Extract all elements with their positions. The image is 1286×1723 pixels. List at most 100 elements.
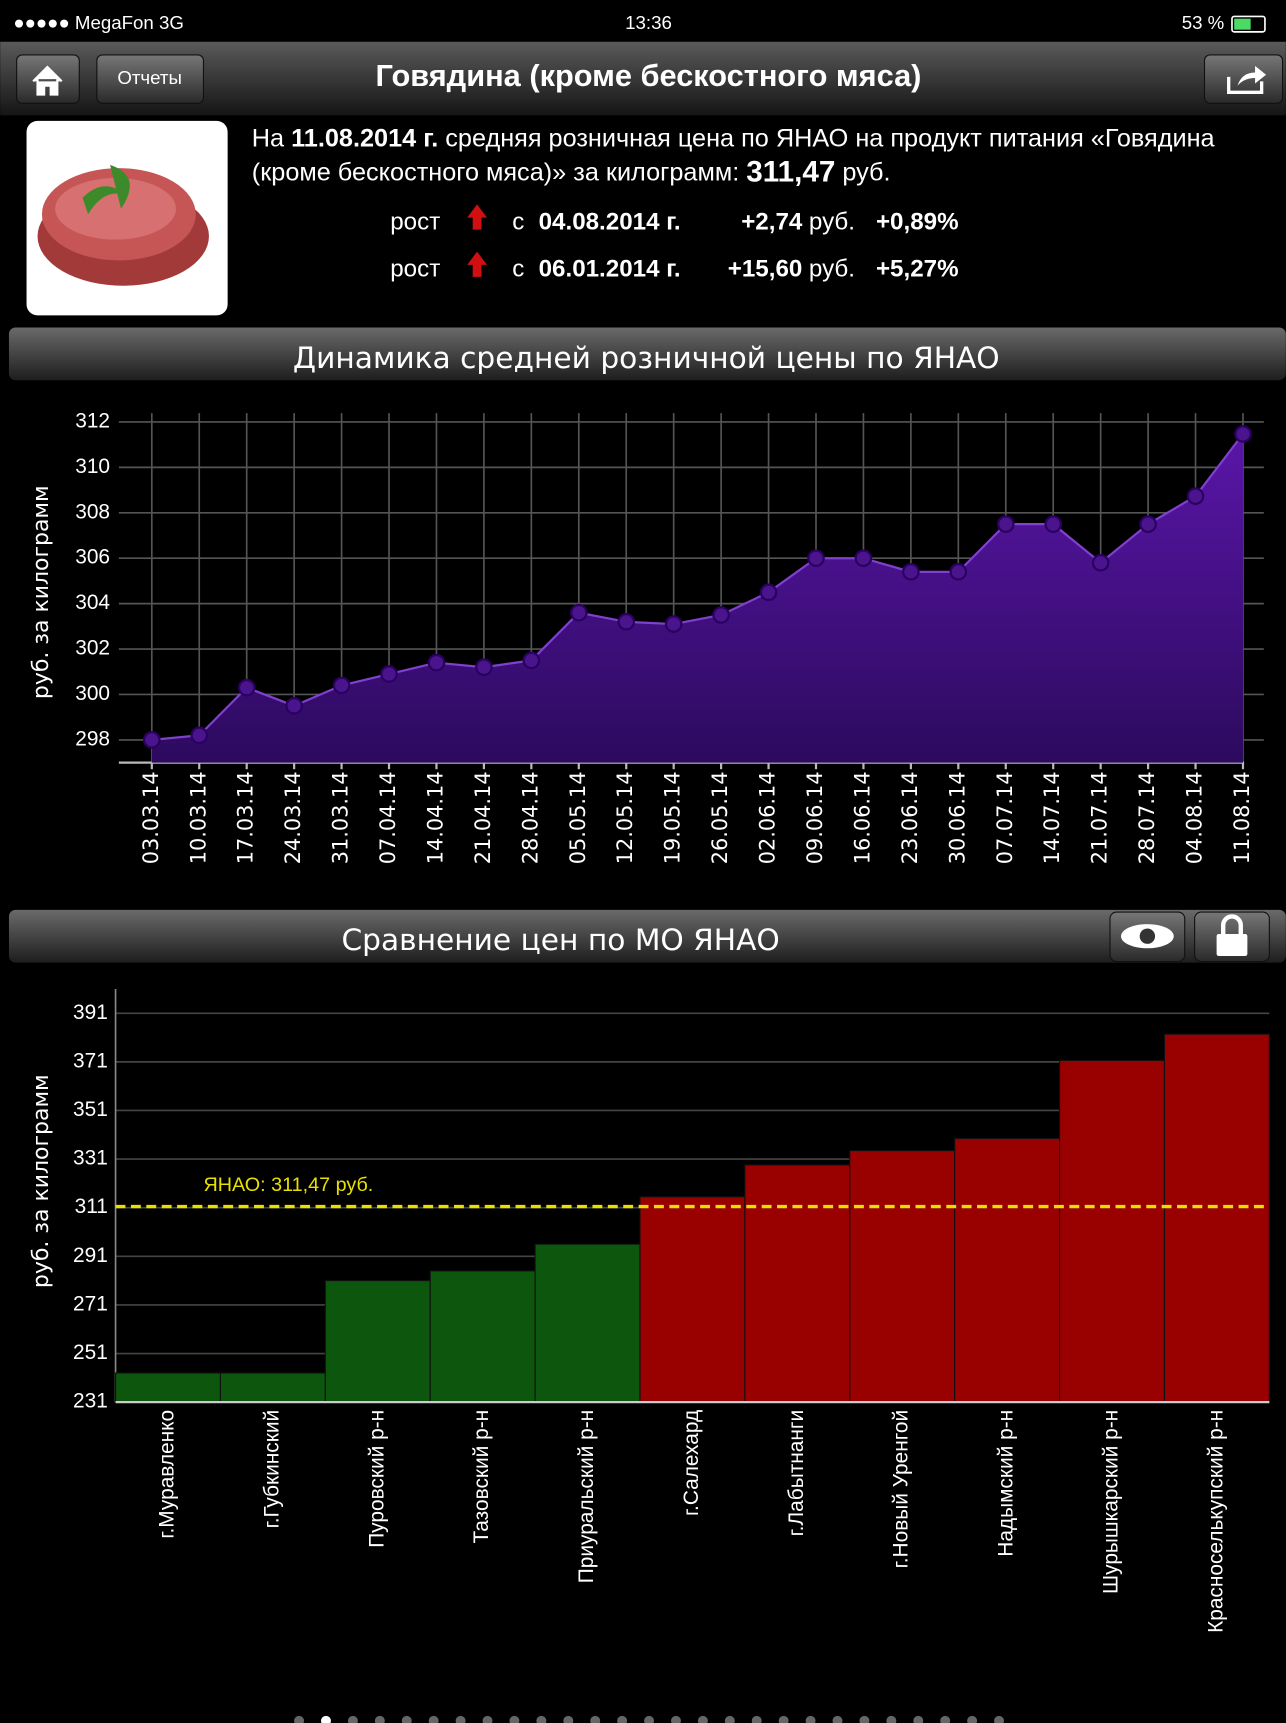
x-tick-label: Приуральский р-н xyxy=(575,1410,598,1583)
y-tick-label: 351 xyxy=(73,1098,108,1121)
y-tick-label: 331 xyxy=(73,1147,108,1170)
battery-text: 53 % xyxy=(1182,12,1225,33)
bar xyxy=(430,1271,535,1402)
point xyxy=(998,516,1013,531)
info-line-1: На 11.08.2014 г. средняя розничная цена … xyxy=(252,124,1216,152)
share-button[interactable] xyxy=(1205,55,1283,103)
x-tick-label: 10.03.14 xyxy=(186,771,210,864)
x-tick-label: Красноселькупский р-н xyxy=(1204,1410,1227,1633)
y-tick-label: 371 xyxy=(73,1049,108,1072)
info-text: (кроме бескостного мяса)» за килограмм: xyxy=(252,158,739,186)
point xyxy=(761,585,776,600)
point xyxy=(524,653,539,668)
point xyxy=(1046,516,1061,531)
x-tick-label: 03.03.14 xyxy=(139,771,163,864)
point xyxy=(808,551,823,566)
nav-title: Говядина (кроме бескостного мяса) xyxy=(376,58,922,93)
point xyxy=(1140,516,1155,531)
bar xyxy=(955,1138,1060,1402)
change-unit: руб. xyxy=(809,256,855,283)
bar xyxy=(640,1197,745,1402)
point xyxy=(192,728,207,743)
page: ●●●●● MegaFon 3G 13:36 53 % Отчеты Говяд… xyxy=(0,0,1286,1723)
y-tick-label: 300 xyxy=(75,682,110,705)
y-tick-label: 311 xyxy=(75,1195,108,1218)
point xyxy=(1188,489,1203,504)
reports-button[interactable]: Отчеты xyxy=(97,55,204,103)
reports-label[interactable]: Отчеты xyxy=(117,67,182,88)
x-tick-label: 28.07.14 xyxy=(1135,771,1159,864)
bar xyxy=(325,1281,430,1403)
point xyxy=(951,564,966,579)
bar xyxy=(535,1244,640,1402)
x-tick-label: 16.06.14 xyxy=(850,771,874,864)
info-line-2: (кроме бескостного мяса)» за килограмм: … xyxy=(252,155,891,188)
x-tick-label: Надымский р-н xyxy=(995,1410,1018,1557)
y-axis-title: руб. за килограмм xyxy=(29,485,54,699)
y-tick-label: 231 xyxy=(73,1390,108,1413)
info-price: 311,47 xyxy=(746,155,835,188)
x-tick-label: 12.05.14 xyxy=(613,771,637,864)
y-axis-title: руб. за килограмм xyxy=(29,1074,54,1288)
point xyxy=(429,655,444,670)
x-tick-label: Шурышкарский р-н xyxy=(1100,1410,1123,1594)
x-tick-label: 31.03.14 xyxy=(329,771,353,864)
point xyxy=(1235,426,1250,441)
x-tick-label: 02.06.14 xyxy=(756,771,780,864)
x-tick-label: Пуровский р-н xyxy=(365,1410,388,1548)
x-tick-label: 04.08.14 xyxy=(1183,771,1207,864)
x-tick-label: г.Муравленко xyxy=(156,1410,179,1539)
change-abs: +15,60 xyxy=(728,256,803,283)
product-image xyxy=(27,121,228,315)
x-tick-label: 07.07.14 xyxy=(993,771,1017,864)
x-tick-label: 24.03.14 xyxy=(281,771,305,864)
x-tick-label: 21.07.14 xyxy=(1088,771,1112,864)
change-since: с xyxy=(512,208,524,235)
info-date: 11.08.2014 г. xyxy=(291,124,438,152)
change-date: 04.08.2014 г. xyxy=(539,208,681,235)
change-date: 06.01.2014 г. xyxy=(539,256,681,283)
carrier: ●●●●● MegaFon 3G xyxy=(13,12,184,33)
bar xyxy=(220,1373,325,1402)
point xyxy=(903,564,918,579)
y-tick-label: 298 xyxy=(75,727,110,750)
point xyxy=(334,678,349,693)
change-abs: +2,74 xyxy=(741,208,803,235)
chart-title: Сравнение цен по МО ЯНАО xyxy=(341,922,779,957)
x-tick-label: 17.03.14 xyxy=(234,771,258,864)
point xyxy=(476,660,491,675)
x-tick-label: 21.04.14 xyxy=(471,771,495,864)
x-tick-label: 11.08.14 xyxy=(1230,771,1254,864)
point xyxy=(713,607,728,622)
y-tick-label: 312 xyxy=(75,409,110,432)
home-button[interactable] xyxy=(17,55,80,103)
point xyxy=(144,732,159,747)
clock: 13:36 xyxy=(625,12,672,33)
x-tick-label: 14.07.14 xyxy=(1040,771,1064,864)
lock-body[interactable] xyxy=(1217,934,1248,956)
point xyxy=(856,551,871,566)
x-tick-label: 19.05.14 xyxy=(661,771,685,864)
eye-pupil[interactable] xyxy=(1140,929,1155,944)
point xyxy=(381,666,396,681)
point xyxy=(619,614,634,629)
info-prefix: На xyxy=(252,124,285,152)
battery-level xyxy=(1234,19,1250,30)
point xyxy=(286,698,301,713)
chart-title: Динамика средней розничной цены по ЯНАО xyxy=(293,340,1000,375)
info-text: средняя розничная цена по ЯНАО на продук… xyxy=(445,124,1215,152)
change-label: рост xyxy=(390,256,440,283)
y-tick-label: 271 xyxy=(73,1292,108,1315)
x-tick-label: 28.04.14 xyxy=(518,771,542,864)
bar xyxy=(116,1373,221,1402)
x-tick-label: 09.06.14 xyxy=(803,771,827,864)
y-tick-label: 310 xyxy=(75,455,110,478)
y-tick-label: 306 xyxy=(75,546,110,569)
change-since: с xyxy=(512,256,524,283)
y-tick-label: 308 xyxy=(75,500,110,523)
x-tick-label: 07.04.14 xyxy=(376,771,400,864)
y-tick-label: 391 xyxy=(73,1001,108,1024)
reference-label: ЯНАО: 311,47 руб. xyxy=(203,1174,373,1196)
y-tick-label: 251 xyxy=(73,1341,108,1364)
change-label: рост xyxy=(390,208,440,235)
